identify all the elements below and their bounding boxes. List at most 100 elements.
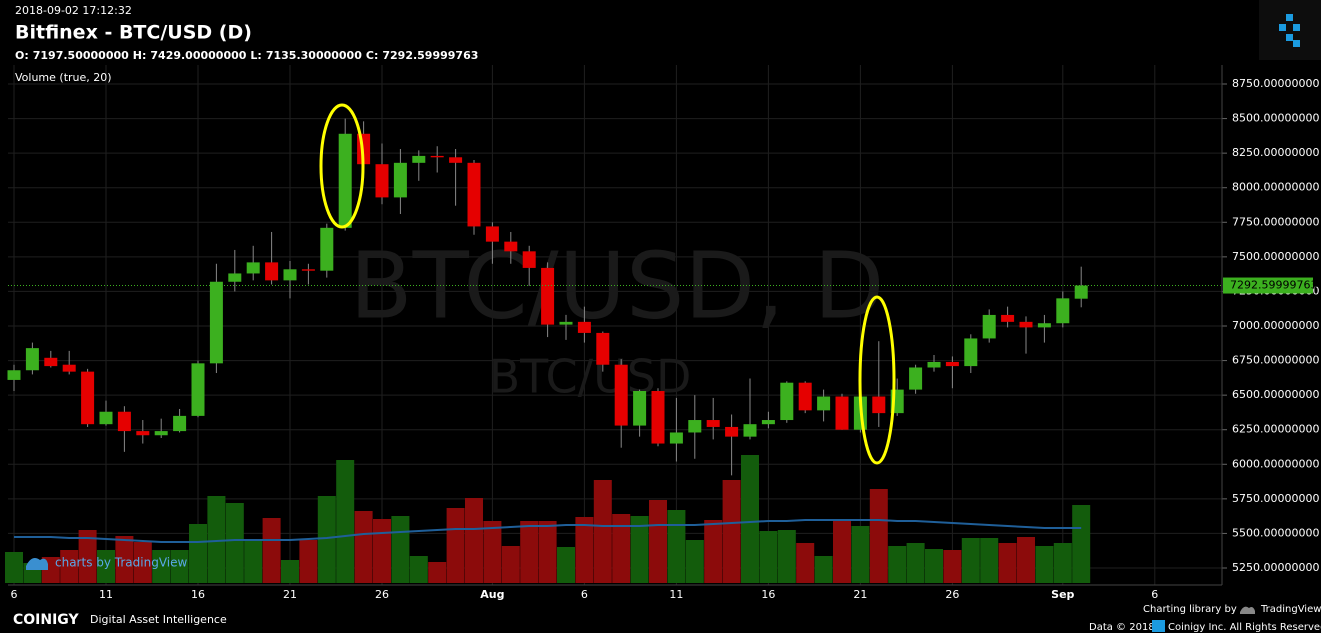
- last-price-tag: [1223, 277, 1313, 294]
- candle-body: [338, 133, 352, 228]
- volume-bar: [925, 549, 943, 583]
- ohlc-value: 7135.30000000: [266, 49, 362, 62]
- volume-bar: [630, 516, 649, 583]
- volume-bar: [446, 508, 465, 583]
- volume-bar: [299, 540, 318, 583]
- volume-bar: [1017, 537, 1035, 583]
- volume-bar: [943, 550, 962, 583]
- volume-bar: [281, 560, 299, 583]
- x-tick-label: 6: [581, 588, 588, 601]
- volume-bar: [667, 510, 686, 583]
- candle-body: [522, 251, 536, 268]
- candle-body: [154, 431, 168, 436]
- volume-bar: [557, 547, 575, 583]
- ohlc-key: L:: [250, 49, 261, 62]
- candle-body: [375, 164, 389, 198]
- brand: COINIGY: [13, 612, 79, 628]
- volume-bar: [612, 514, 631, 583]
- y-tick-label: 5750.00000000: [1232, 492, 1319, 505]
- candle-body: [945, 361, 959, 367]
- candle-body: [485, 226, 499, 242]
- candle-body: [191, 363, 205, 416]
- x-tick-label: Aug: [480, 588, 504, 601]
- candle-body: [688, 420, 702, 433]
- volume-bar: [409, 556, 428, 583]
- y-tick-label: 8000.00000000: [1232, 181, 1319, 194]
- candle-body: [964, 338, 978, 367]
- candle-body: [504, 241, 518, 252]
- candle-body: [614, 364, 628, 426]
- candle-body: [430, 155, 444, 158]
- highlight-ellipse: [858, 295, 896, 465]
- candle-body: [301, 269, 315, 271]
- volume-bar: [741, 455, 759, 583]
- coinigy-logo: [1259, 0, 1321, 60]
- candle-body: [725, 426, 739, 437]
- volume-bar: [869, 489, 888, 583]
- volume-bar: [1072, 505, 1091, 583]
- volume-bar: [796, 543, 815, 583]
- volume-bar: [575, 517, 594, 583]
- volume-bar: [483, 521, 502, 583]
- candle-body: [1019, 321, 1033, 328]
- volume-bar: [722, 480, 741, 583]
- y-tick-label: 7500.00000000: [1232, 250, 1319, 263]
- tradingview-badge[interactable]: charts by TradingView: [26, 556, 187, 571]
- chart-title: Bitfinex - BTC/USD (D): [15, 22, 252, 44]
- x-tick-label: 26: [375, 588, 389, 601]
- volume-bar: [649, 500, 667, 583]
- x-tick-label: 16: [761, 588, 775, 601]
- volume-pane: [5, 455, 1091, 583]
- y-tick-label: 6500.00000000: [1232, 388, 1319, 401]
- volume-bar: [777, 530, 796, 583]
- volume-bar: [814, 556, 833, 583]
- candle-body: [761, 420, 775, 425]
- volume-bar: [373, 519, 391, 583]
- x-tick-label: 21: [283, 588, 297, 601]
- candle-body: [817, 396, 831, 411]
- volume-bar: [685, 540, 704, 583]
- footer: [0, 600, 1321, 633]
- candle-body: [449, 157, 463, 163]
- volume-bar: [704, 520, 723, 583]
- y-tick-label: 5250.00000000: [1232, 561, 1319, 574]
- ohlc-value: 7429.00000000: [150, 49, 246, 62]
- candle-body: [927, 361, 941, 368]
- y-tick-label: 6000.00000000: [1232, 457, 1319, 470]
- candle-body: [7, 370, 21, 380]
- tradingview-link[interactable]: charts by TradingView: [55, 556, 187, 570]
- volume-bar: [538, 521, 557, 583]
- last-price-label: 7292.59999763: [1230, 279, 1317, 292]
- volume-bar: [244, 540, 263, 583]
- volume-bar: [133, 542, 152, 583]
- candle-body: [651, 390, 665, 444]
- ohlc-key: C:: [366, 49, 378, 62]
- candle-body: [1074, 285, 1088, 299]
- y-tick-label: 8750.00000000: [1232, 77, 1319, 90]
- volume-bar: [520, 521, 539, 583]
- candle-body: [835, 396, 849, 430]
- candle-body: [982, 314, 996, 339]
- candle-body: [633, 390, 647, 426]
- volume-bar: [833, 520, 851, 583]
- candle-body: [265, 262, 279, 281]
- ohlc-key: H:: [133, 49, 147, 62]
- x-tick-label: 6: [11, 588, 18, 601]
- x-tick-label: 16: [191, 588, 205, 601]
- candles: [7, 118, 1088, 476]
- volume-bar: [115, 536, 134, 583]
- volume-bar: [759, 531, 778, 583]
- volume-bar: [1053, 543, 1072, 583]
- candle-body: [62, 364, 76, 372]
- library-name: TradingView: [1260, 604, 1321, 615]
- candle-body: [246, 262, 260, 274]
- ohlc-key: O:: [15, 49, 29, 62]
- volume-bar: [170, 550, 189, 583]
- data-note: Data © 2018: [1089, 622, 1155, 633]
- candle-body: [669, 432, 683, 444]
- volume-bar: [428, 562, 447, 583]
- volume-bar: [225, 503, 244, 583]
- y-tick-label: 8500.00000000: [1232, 112, 1319, 125]
